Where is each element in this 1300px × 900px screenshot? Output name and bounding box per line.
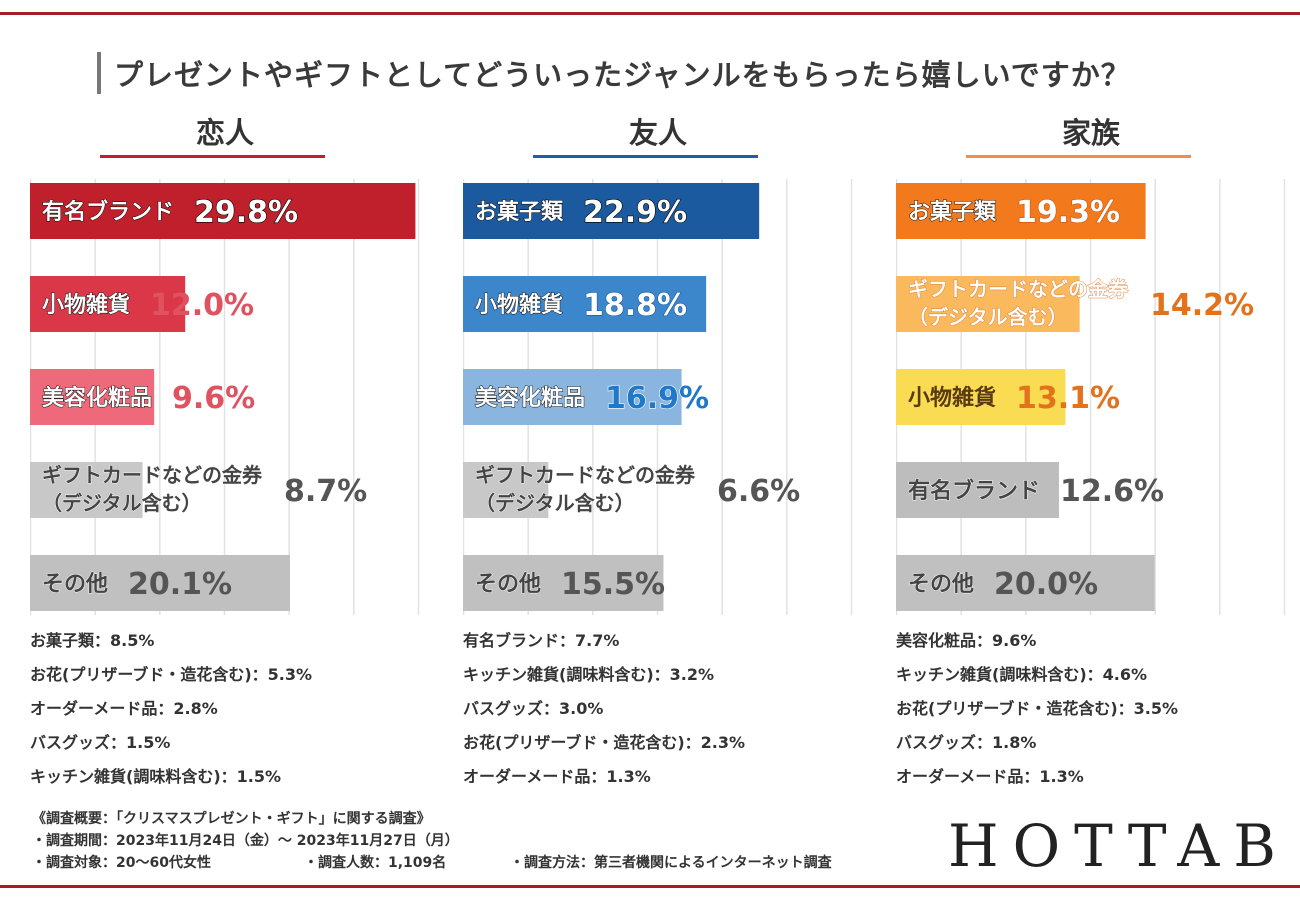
other-item: バスグッズ：3.0% — [463, 699, 604, 718]
bar — [463, 555, 664, 611]
bar-chart: 有名ブランド 29.8% 小物雑貨 12.0% 美容化粧品 9.6% ギフトカードなどの金券… — [30, 179, 420, 615]
bar-value-label: 20.0% — [994, 567, 1098, 602]
bar-chart: お菓子類 19.3% ギフトカードなどの金券 （デジタル含む） 14.2% 小物雑貨 13.… — [896, 179, 1286, 615]
footer-details: ・調査対象：20〜60代女性 ・調査人数：1,109名 ・調査方法：第三者機関による… — [32, 852, 832, 874]
others-list: 美容化粧品：9.6% キッチン雑貨(調味料含む)：4.6% お花(プリザーブド・… — [896, 628, 1178, 798]
bar-value-label: 13.1% — [1016, 381, 1120, 416]
bar — [896, 369, 1066, 425]
bar — [30, 183, 416, 239]
bar-category-label: （デジタル含む） — [475, 491, 635, 515]
panel-family: 家族 お菓子類 19.3% ギフトカードなどの金券 （デジタル含む） 14.2% 小物雑貨… — [896, 0, 1286, 900]
bar-category-label: 美容化粧品 — [42, 385, 152, 411]
bar-value-label: 15.5% — [561, 567, 665, 602]
bar-category-label: 有名ブランド — [908, 478, 1040, 504]
bar — [30, 555, 290, 611]
panel-title: 家族 — [1061, 116, 1120, 150]
panel-underline — [533, 155, 758, 158]
footer-heading: 《調査概要：「クリスマスプレゼント・ギフト」に関する調査》 — [32, 811, 431, 827]
bar-category-label: 有名ブランド — [42, 199, 174, 225]
other-item: お花(プリザーブド・造花含む)：5.3% — [30, 665, 313, 684]
other-item: バスグッズ：1.8% — [896, 733, 1037, 752]
bar-category-label: ギフトカードなどの金券 — [908, 277, 1129, 301]
title-accent-bar — [97, 52, 101, 94]
other-item: お花(プリザーブド・造花含む)：2.3% — [463, 733, 746, 752]
other-item: お菓子類：8.5% — [30, 631, 155, 650]
panel-underline — [966, 155, 1191, 158]
panel-lover: 恋人 有名ブランド 29.8% 小物雑貨 12.0% 美容化粧品 9.6% ギフトカードなど… — [30, 0, 420, 900]
bar-value-label: 6.6% — [717, 474, 800, 509]
bar — [463, 183, 760, 239]
other-item: お花(プリザーブド・造花含む)：3.5% — [896, 699, 1179, 718]
bar-value-label: 16.9% — [605, 381, 709, 416]
bar — [896, 462, 1059, 518]
bar — [896, 555, 1155, 611]
bar-category-label: その他 — [475, 572, 541, 597]
panel-title: 恋人 — [195, 116, 254, 150]
footer-count: ・調査人数：1,109名 — [304, 855, 447, 871]
bar — [30, 369, 155, 425]
other-item: オーダーメード品：1.3% — [463, 767, 651, 786]
bar — [30, 276, 186, 332]
other-item: 美容化粧品：9.6% — [896, 631, 1037, 650]
bottom-rule — [0, 885, 1300, 888]
bar — [30, 462, 143, 518]
bar-category-label: 美容化粧品 — [475, 385, 585, 411]
bar — [896, 276, 1080, 332]
survey-footer: 《調査概要：「クリスマスプレゼント・ギフト」に関する調査》 ・調査期間：2023… — [32, 808, 832, 874]
bar-category-label: その他 — [908, 572, 974, 597]
other-item: オーダーメード品：2.8% — [30, 699, 218, 718]
bar-category-label: 小物雑貨 — [908, 385, 996, 411]
other-item: 有名ブランド：7.7% — [463, 631, 620, 650]
bar-value-label: 20.1% — [128, 567, 232, 602]
other-item: バスグッズ：1.5% — [30, 733, 171, 752]
other-item: キッチン雑貨(調味料含む)：1.5% — [30, 767, 282, 786]
bar — [463, 462, 549, 518]
footer-method: ・調査方法：第三者機関によるインターネット調査 — [510, 855, 832, 871]
bar-value-label: 14.2% — [1150, 288, 1254, 323]
footer-period: ・調査期間：2023年11月24日（金）～ 2023年11月27日（月） — [32, 833, 459, 849]
bar-value-label: 22.9% — [583, 195, 687, 230]
others-list: 有名ブランド：7.7% キッチン雑貨(調味料含む)：3.2% バスグッズ：3.0… — [463, 628, 745, 798]
other-item: キッチン雑貨(調味料含む)：4.6% — [896, 665, 1148, 684]
bar — [896, 183, 1146, 239]
bar-value-label: 12.0% — [150, 288, 254, 323]
hottab-logo: HOTTAB — [948, 812, 1290, 880]
bar — [463, 276, 707, 332]
bar-chart: お菓子類 22.9% 小物雑貨 18.8% 美容化粧品 16.9% ギフトカードなどの金券 （… — [463, 179, 853, 615]
panel-title: 友人 — [628, 116, 687, 150]
bar — [463, 369, 682, 425]
others-list: お菓子類：8.5% お花(プリザーブド・造花含む)：5.3% オーダーメード品：… — [30, 628, 312, 798]
bar-category-label: 小物雑貨 — [42, 292, 130, 318]
bar-value-label: 18.8% — [583, 288, 687, 323]
panel-underline — [100, 155, 325, 158]
bar-value-label: 19.3% — [1016, 195, 1120, 230]
footer-target: ・調査対象：20〜60代女性 — [32, 855, 211, 871]
bar-value-label: 29.8% — [194, 195, 298, 230]
bar-category-label: （デジタル含む） — [42, 491, 202, 515]
bar-value-label: 12.6% — [1060, 474, 1164, 509]
bar-category-label: （デジタル含む） — [908, 305, 1068, 329]
panel-friend: 友人 お菓子類 22.9% 小物雑貨 18.8% 美容化粧品 16.9% ギフトカードなどの… — [463, 0, 853, 900]
page-title: プレゼントやギフトとしてどういったジャンルをもらったら嬉しいですか？ — [114, 58, 1131, 92]
bar-category-label: ギフトカードなどの金券 — [475, 463, 696, 487]
bar-category-label: その他 — [42, 572, 108, 597]
other-item: オーダーメード品：1.3% — [896, 767, 1084, 786]
top-rule — [0, 12, 1300, 15]
bar-category-label: ギフトカードなどの金券 — [42, 463, 263, 487]
bar-value-label: 9.6% — [172, 381, 255, 416]
bar-category-label: お菓子類 — [908, 199, 997, 225]
other-item: キッチン雑貨(調味料含む)：3.2% — [463, 665, 715, 684]
bar-category-label: お菓子類 — [475, 199, 564, 225]
bar-value-label: 8.7% — [284, 474, 367, 509]
bar-category-label: 小物雑貨 — [475, 292, 563, 318]
